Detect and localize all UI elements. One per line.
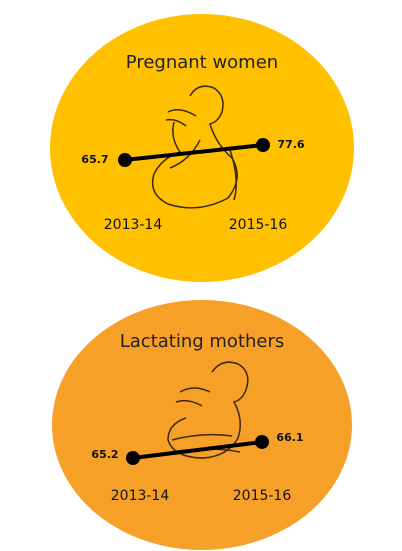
point <box>255 435 269 449</box>
data-label: 65.2 <box>91 448 118 461</box>
data-label: 77.6 <box>277 138 304 151</box>
point <box>126 451 140 465</box>
point <box>118 153 132 167</box>
chart-title: Pregnant women <box>126 52 278 73</box>
x-tick-label: 2013-14 <box>104 217 163 233</box>
chart-title: Lactating mothers <box>120 331 285 352</box>
infographic: Pregnant women Lactating mothers 65.7 77.… <box>0 0 402 551</box>
x-tick-label: 2015-16 <box>233 488 292 504</box>
data-label: 65.7 <box>81 153 108 166</box>
x-tick-label: 2013-14 <box>111 488 170 504</box>
data-label: 66.1 <box>276 431 303 444</box>
x-tick-label: 2015-16 <box>229 217 288 233</box>
point <box>256 138 270 152</box>
